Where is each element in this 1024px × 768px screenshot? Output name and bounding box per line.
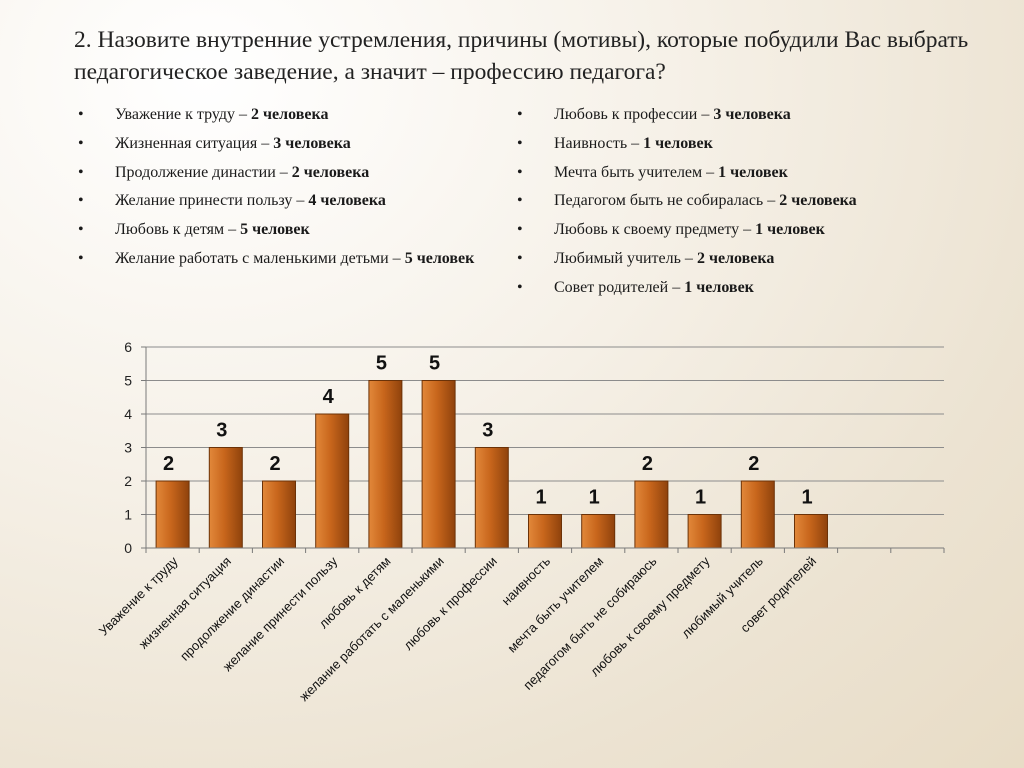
slide-title: 2. Назовите внутренние устремления, прич…: [74, 27, 969, 85]
bar-data-label: 5: [376, 353, 387, 375]
list-item-text: Уважение к труду –: [115, 106, 252, 123]
bar-data-label: 3: [482, 420, 493, 442]
bar-data-label: 3: [216, 420, 227, 442]
x-category-label: жизненная ситуация: [136, 554, 234, 652]
bar-data-label: 2: [642, 453, 653, 475]
list-item: • Совет родителей – 1 человек: [517, 277, 957, 298]
x-category-label: наивность: [499, 553, 554, 608]
list-item-text: Любовь к детям –: [115, 221, 241, 239]
bullet-icon: •: [78, 192, 84, 210]
list-item-count: 4 человека: [308, 192, 386, 210]
x-category-label: мечта быть учителем: [504, 553, 606, 655]
data-labels: 2 3 2 4 5 5 3 1 1 2 1 2 1: [163, 353, 813, 509]
list-item-count: 5 человек: [404, 249, 475, 267]
list-item-count: 3 человека: [273, 134, 351, 152]
bullet-icon: •: [78, 249, 84, 267]
bars: [155, 380, 828, 549]
list-item: • Педагогом быть не собиралась – 2 челове…: [517, 190, 957, 211]
bar: [687, 514, 722, 549]
bullet-icon: •: [517, 249, 523, 267]
bar: [208, 447, 243, 549]
list-item-text: Любимый учитель –: [554, 249, 697, 267]
list-item-count: 2 человека: [291, 163, 370, 181]
x-category-label: продолжение династии: [177, 554, 287, 664]
y-tick-label: 6: [124, 339, 132, 355]
bar-data-label: 2: [748, 453, 759, 475]
list-item-count: 2 человека: [779, 192, 857, 210]
y-tick-label: 2: [124, 473, 132, 489]
bar: [155, 480, 190, 549]
list-item-count: 2 человека: [696, 249, 775, 267]
bullet-icon: •: [517, 106, 523, 123]
bullet-icon: •: [517, 221, 523, 239]
list-item: • Любовь к своему предмету – 1 человек: [517, 219, 957, 240]
list-item: • Любимый учитель – 2 человека: [517, 248, 957, 269]
bullet-icon: •: [517, 163, 523, 181]
bullet-icon: •: [78, 163, 84, 181]
list-item-text: Мечта быть учителем –: [554, 163, 719, 181]
list-item-count: 2 человека: [251, 106, 329, 123]
bullet-icon: •: [78, 221, 84, 239]
list-item: • Уважение к труду – 2 человека: [78, 104, 498, 125]
bar-data-label: 1: [801, 487, 812, 509]
bar-data-label: 2: [163, 453, 174, 475]
list-item-text: Совет родителей –: [554, 278, 685, 296]
list-item-text: Любовь к своему предмету –: [554, 221, 756, 239]
bar: [528, 514, 562, 549]
list-item: • Любовь к профессии – 3 человека: [517, 104, 957, 125]
y-tick-label: 3: [124, 440, 132, 456]
list-item: • Желание принести пользу – 4 человека: [78, 190, 498, 211]
bullet-icon: •: [517, 192, 523, 210]
list-item: • Желание работать с маленькими детьми – …: [78, 248, 498, 269]
list-item-count: 1 человек: [718, 163, 788, 181]
bar-data-label: 1: [589, 487, 600, 509]
bar: [262, 480, 296, 549]
list-item-text: Педагогом быть не собиралась –: [554, 192, 780, 210]
bar: [474, 447, 509, 549]
motives-list-right: • Любовь к профессии – 3 человека • Наивнос…: [517, 104, 957, 306]
bullet-icon: •: [517, 134, 523, 152]
y-tick-label: 0: [124, 540, 132, 556]
list-item-count: 1 человек: [684, 278, 754, 296]
bar-data-label: 1: [695, 487, 706, 509]
list-item-text: Желание принести пользу –: [115, 192, 309, 210]
list-item-text: Продолжение династии –: [115, 163, 292, 181]
bar-data-label: 4: [323, 386, 335, 408]
bar: [794, 514, 828, 549]
bar: [421, 380, 456, 549]
bullet-icon: •: [517, 278, 523, 296]
list-item-count: 1 человек: [643, 134, 713, 152]
bar: [315, 413, 350, 549]
bullet-icon: •: [78, 134, 84, 152]
y-tick-label: 4: [124, 406, 132, 422]
bar: [740, 480, 775, 549]
bar-data-label: 5: [429, 353, 440, 375]
list-item-text: Желание работать с маленькими детьми –: [115, 249, 405, 267]
list-item: • Мечта быть учителем – 1 человек: [517, 162, 957, 183]
bar: [368, 380, 403, 549]
list-item-count: 3 человека: [713, 106, 791, 123]
list-item: • Жизненная ситуация – 3 человека: [78, 133, 498, 154]
list-item: • Продолжение династии – 2 человека: [78, 162, 498, 183]
bar-data-label: 2: [269, 453, 280, 475]
list-item-text: Любовь к профессии –: [554, 106, 714, 123]
list-item: • Любовь к детям – 5 человек: [78, 219, 498, 240]
list-item: • Наивность – 1 человек: [517, 133, 957, 154]
bullet-icon: •: [78, 106, 84, 123]
list-item-text: Наивность –: [554, 134, 644, 152]
bar-data-label: 1: [535, 487, 546, 509]
bar: [634, 480, 669, 549]
x-category-label: любовь к профессии: [401, 554, 500, 653]
bar: [581, 514, 616, 549]
list-item-count: 5 человек: [240, 221, 310, 239]
y-tick-label: 1: [124, 507, 132, 523]
y-tick-label: 5: [124, 373, 132, 389]
list-item-count: 1 человек: [755, 221, 825, 239]
motives-list-left: • Уважение к труду – 2 человека • Жизненная…: [78, 104, 498, 277]
list-item-text: Жизненная ситуация –: [115, 134, 274, 152]
